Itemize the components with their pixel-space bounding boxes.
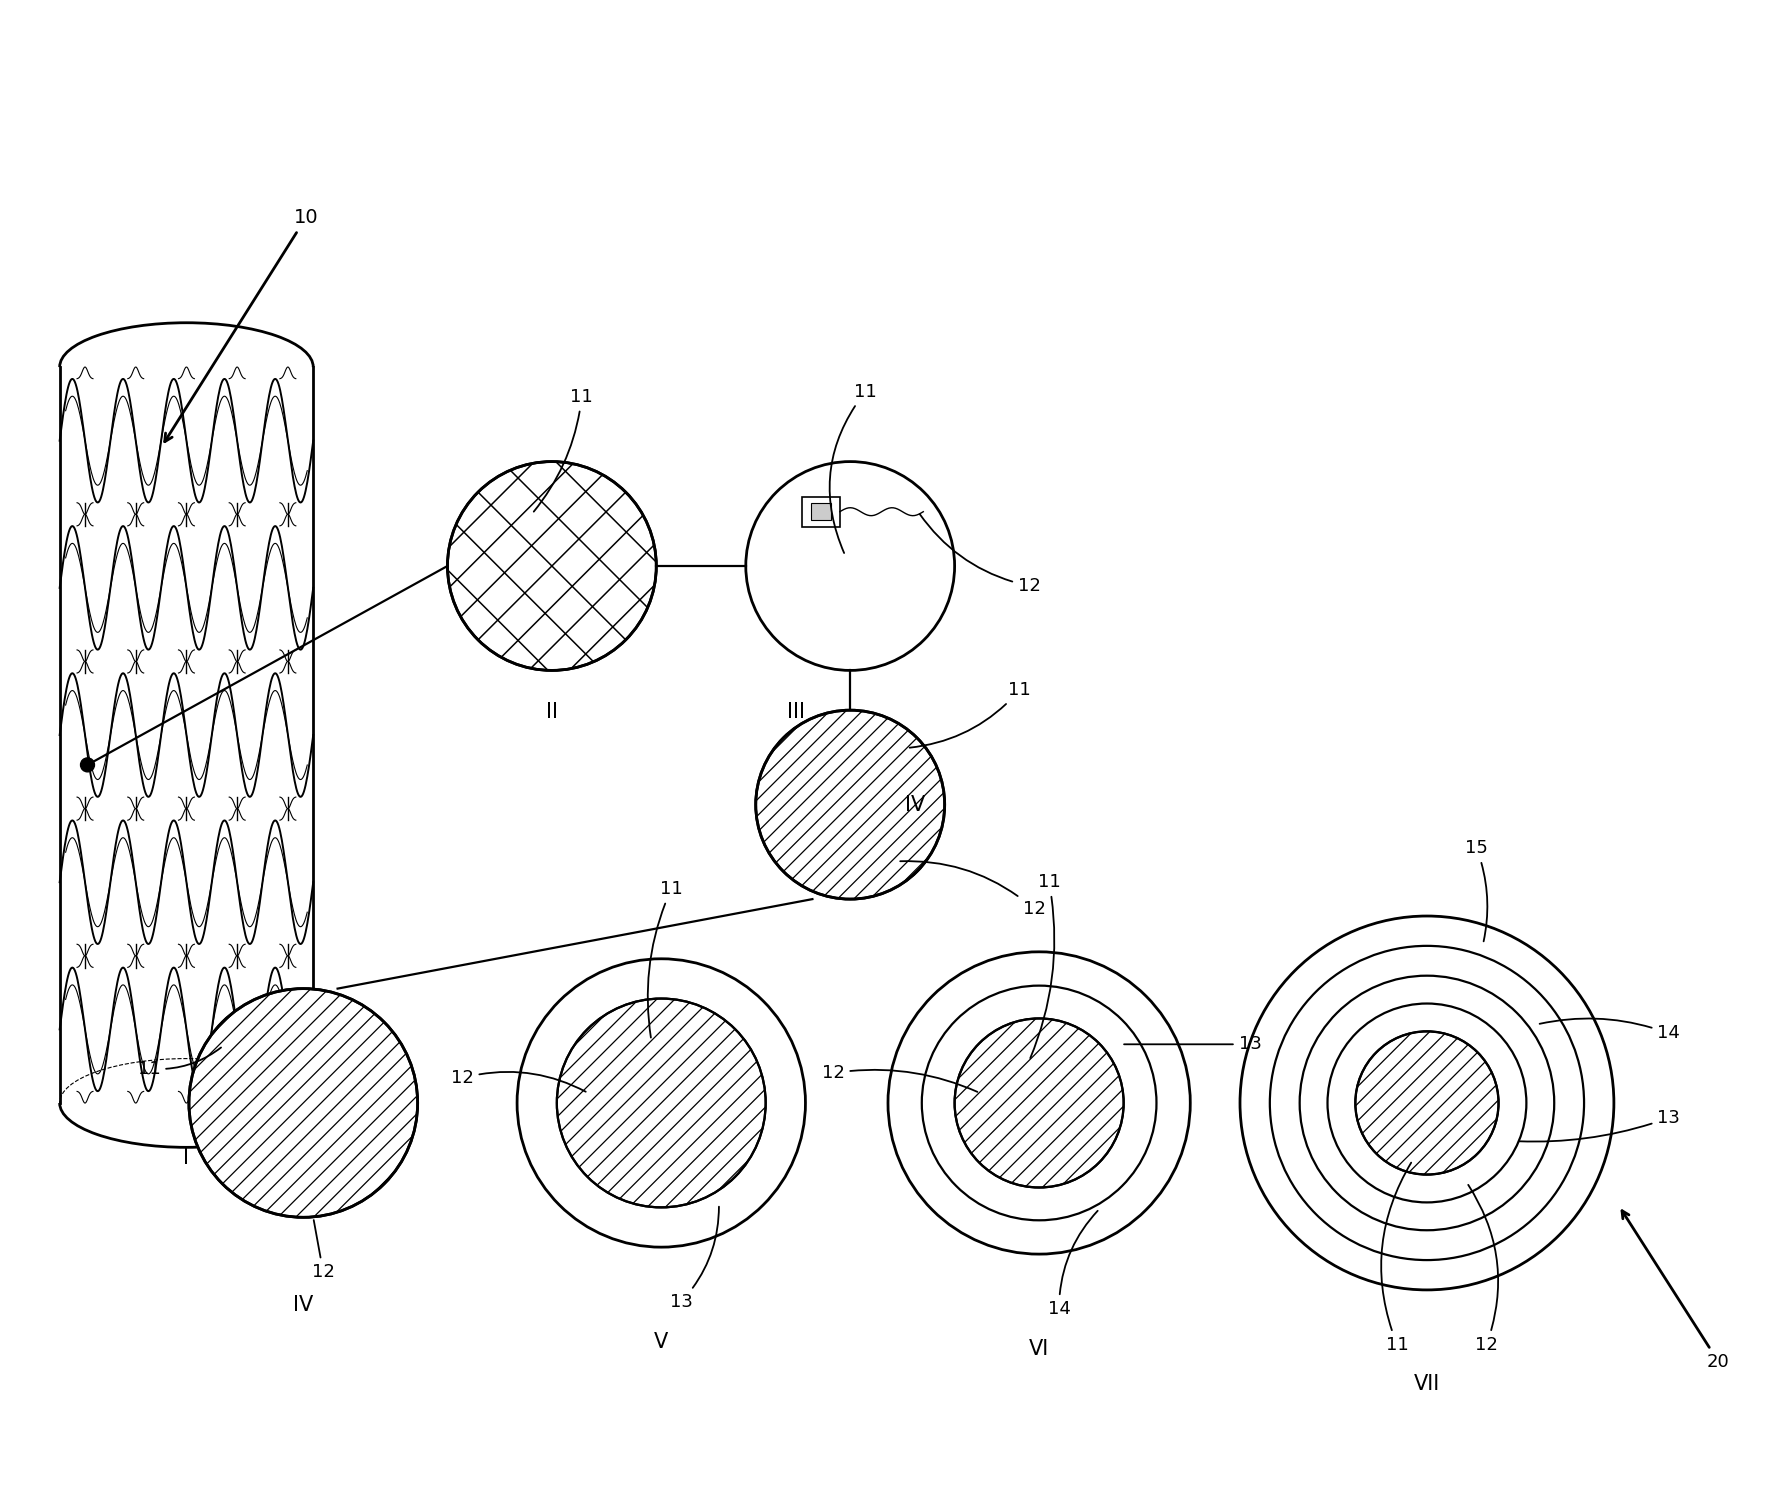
Text: 12: 12 xyxy=(919,514,1041,595)
Text: 12: 12 xyxy=(312,1221,335,1282)
Text: 12: 12 xyxy=(822,1065,978,1091)
Text: 11: 11 xyxy=(1031,873,1061,1059)
Circle shape xyxy=(1328,1004,1527,1203)
Polygon shape xyxy=(811,503,831,520)
Circle shape xyxy=(1300,976,1555,1230)
Circle shape xyxy=(746,462,955,670)
Circle shape xyxy=(517,959,806,1247)
Text: 11: 11 xyxy=(648,881,682,1038)
Text: 10: 10 xyxy=(165,208,319,441)
Circle shape xyxy=(1240,916,1613,1290)
Circle shape xyxy=(80,757,94,772)
Text: 14: 14 xyxy=(1048,1210,1098,1317)
Text: II: II xyxy=(545,702,558,722)
Text: V: V xyxy=(653,1332,668,1351)
Text: VI: VI xyxy=(1029,1338,1048,1359)
Text: 11: 11 xyxy=(138,1047,221,1078)
Text: 15: 15 xyxy=(1465,839,1488,941)
Text: 12: 12 xyxy=(452,1069,586,1091)
Circle shape xyxy=(887,952,1190,1255)
Text: 11: 11 xyxy=(533,388,593,512)
Text: III: III xyxy=(786,702,804,722)
Text: 13: 13 xyxy=(1520,1109,1681,1142)
Text: 14: 14 xyxy=(1539,1019,1681,1042)
Text: IV: IV xyxy=(294,1295,313,1314)
Text: 20: 20 xyxy=(1622,1210,1730,1371)
Text: 13: 13 xyxy=(1125,1035,1261,1053)
Circle shape xyxy=(756,710,944,898)
Polygon shape xyxy=(802,497,839,527)
Text: 11: 11 xyxy=(910,682,1031,747)
Text: I: I xyxy=(184,1148,189,1167)
Text: IV: IV xyxy=(905,794,924,815)
Text: VII: VII xyxy=(1413,1375,1440,1394)
Circle shape xyxy=(955,1019,1123,1188)
Text: 11: 11 xyxy=(1381,1163,1411,1354)
Text: 12: 12 xyxy=(900,861,1045,918)
Circle shape xyxy=(921,986,1156,1221)
Circle shape xyxy=(1355,1032,1498,1175)
Circle shape xyxy=(1270,946,1583,1261)
Text: 13: 13 xyxy=(669,1207,719,1311)
Circle shape xyxy=(448,462,657,670)
Text: 11: 11 xyxy=(829,383,877,552)
Text: 12: 12 xyxy=(1468,1185,1498,1354)
Circle shape xyxy=(189,989,418,1218)
Circle shape xyxy=(556,998,765,1207)
